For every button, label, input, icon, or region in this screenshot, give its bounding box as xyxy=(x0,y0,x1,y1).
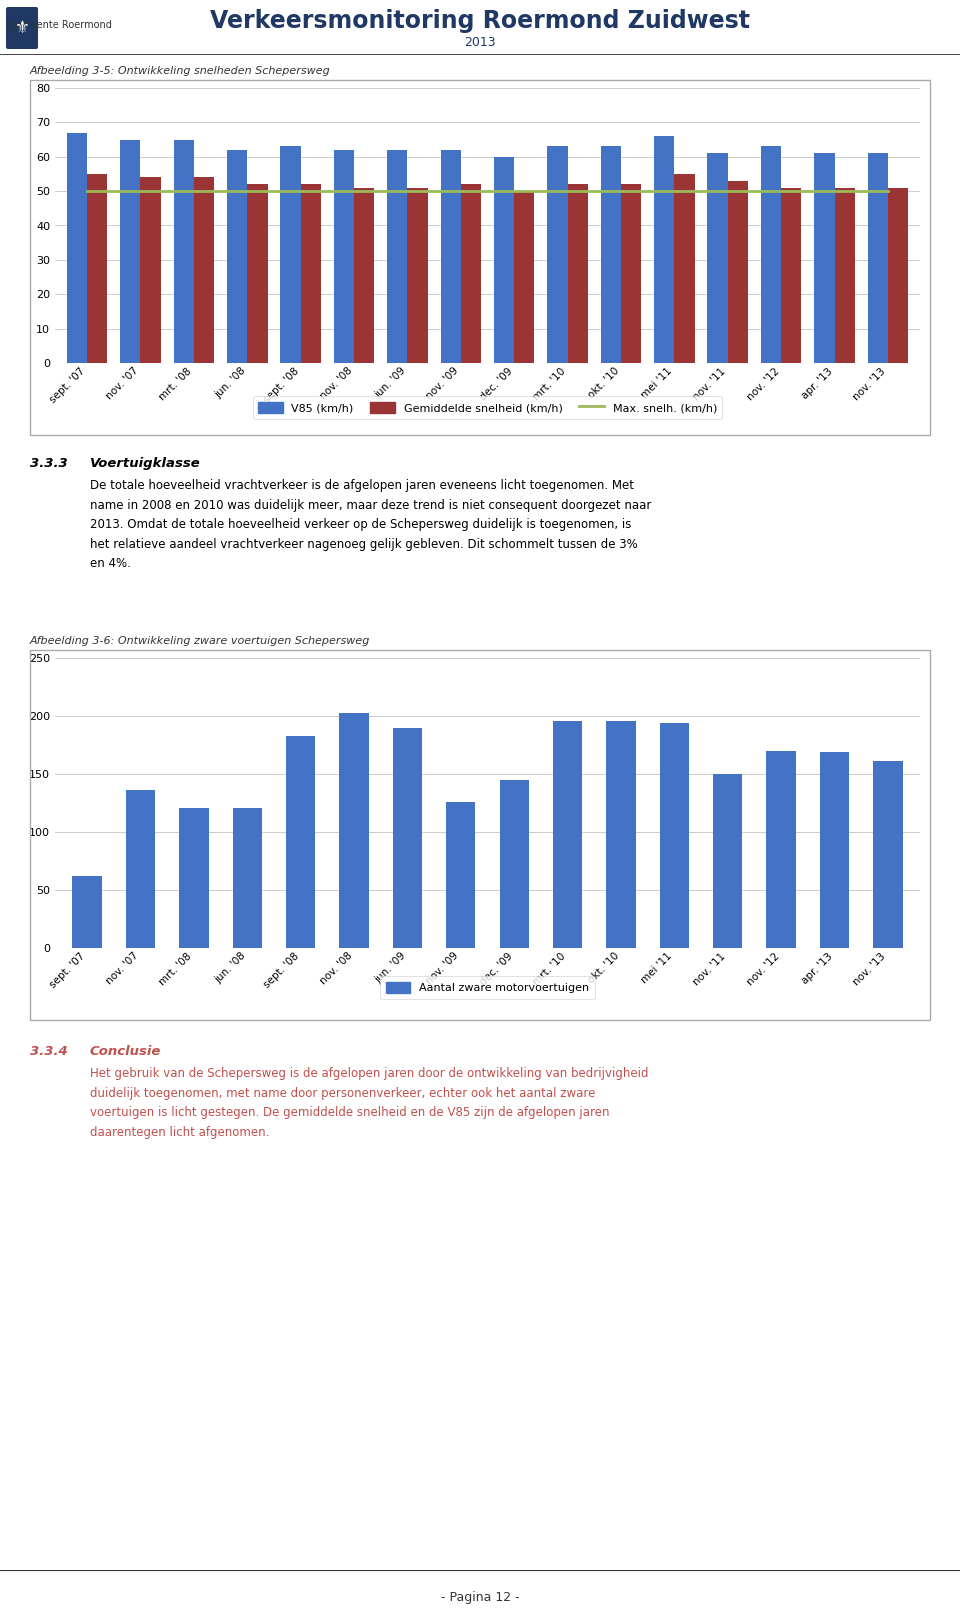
Bar xyxy=(820,752,850,948)
Bar xyxy=(761,147,781,362)
Bar xyxy=(407,188,428,362)
Text: Voertuigklasse: Voertuigklasse xyxy=(90,458,201,471)
Text: 3.3.4: 3.3.4 xyxy=(30,1045,68,1058)
Bar xyxy=(499,779,529,948)
Bar xyxy=(232,807,262,948)
Legend: Aantal zware motorvoertuigen: Aantal zware motorvoertuigen xyxy=(380,977,595,999)
Bar xyxy=(713,775,742,948)
Bar xyxy=(515,191,535,362)
Text: - Pagina 12 -: - Pagina 12 - xyxy=(441,1591,519,1604)
Bar xyxy=(120,139,140,362)
Bar xyxy=(493,157,515,362)
Bar xyxy=(174,139,194,362)
Bar xyxy=(874,762,902,948)
Bar xyxy=(888,188,908,362)
Bar xyxy=(194,178,214,362)
Bar xyxy=(180,807,208,948)
Bar xyxy=(280,147,300,362)
Bar xyxy=(868,154,888,362)
Bar xyxy=(834,188,854,362)
Bar xyxy=(654,136,674,362)
Bar xyxy=(601,147,621,362)
Bar xyxy=(67,133,87,362)
Text: De totale hoeveelheid vrachtverkeer is de afgelopen jaren eveneens licht toegeno: De totale hoeveelheid vrachtverkeer is d… xyxy=(90,479,652,571)
Bar xyxy=(300,184,321,362)
Bar xyxy=(72,876,102,948)
Bar xyxy=(660,723,689,948)
Bar xyxy=(567,184,588,362)
Bar xyxy=(339,713,369,948)
Bar xyxy=(547,147,567,362)
Bar xyxy=(140,178,160,362)
Bar xyxy=(553,721,583,948)
Bar xyxy=(766,750,796,948)
Bar xyxy=(334,150,354,362)
Bar xyxy=(441,150,461,362)
FancyBboxPatch shape xyxy=(6,6,38,49)
Text: 2013: 2013 xyxy=(465,37,495,50)
Bar xyxy=(674,175,695,362)
Bar xyxy=(728,181,748,362)
Bar xyxy=(227,150,248,362)
Bar xyxy=(248,184,268,362)
Bar xyxy=(387,150,407,362)
Text: 3.3.3: 3.3.3 xyxy=(30,458,68,471)
Bar xyxy=(354,188,374,362)
Text: ⚜: ⚜ xyxy=(14,19,30,37)
Text: Afbeelding 3-5: Ontwikkeling snelheden Schepersweg: Afbeelding 3-5: Ontwikkeling snelheden S… xyxy=(30,66,331,76)
Bar xyxy=(708,154,728,362)
Bar xyxy=(621,184,641,362)
Text: Afbeelding 3-6: Ontwikkeling zware voertuigen Schepersweg: Afbeelding 3-6: Ontwikkeling zware voert… xyxy=(30,635,371,647)
Bar xyxy=(446,802,475,948)
Bar xyxy=(393,728,422,948)
Bar xyxy=(814,154,834,362)
Bar xyxy=(781,188,802,362)
Bar xyxy=(607,721,636,948)
Bar xyxy=(286,736,315,948)
Bar xyxy=(126,791,156,948)
Bar xyxy=(87,175,108,362)
Legend: V85 (km/h), Gemiddelde snelheid (km/h), Max. snelh. (km/h): V85 (km/h), Gemiddelde snelheid (km/h), … xyxy=(252,396,723,419)
Text: Het gebruik van de Schepersweg is de afgelopen jaren door de ontwikkeling van be: Het gebruik van de Schepersweg is de afg… xyxy=(90,1067,649,1138)
Text: Verkeersmonitoring Roermond Zuidwest: Verkeersmonitoring Roermond Zuidwest xyxy=(210,10,750,32)
Text: gemeente Roermond: gemeente Roermond xyxy=(9,19,111,31)
Bar xyxy=(461,184,481,362)
Text: Conclusie: Conclusie xyxy=(90,1045,161,1058)
